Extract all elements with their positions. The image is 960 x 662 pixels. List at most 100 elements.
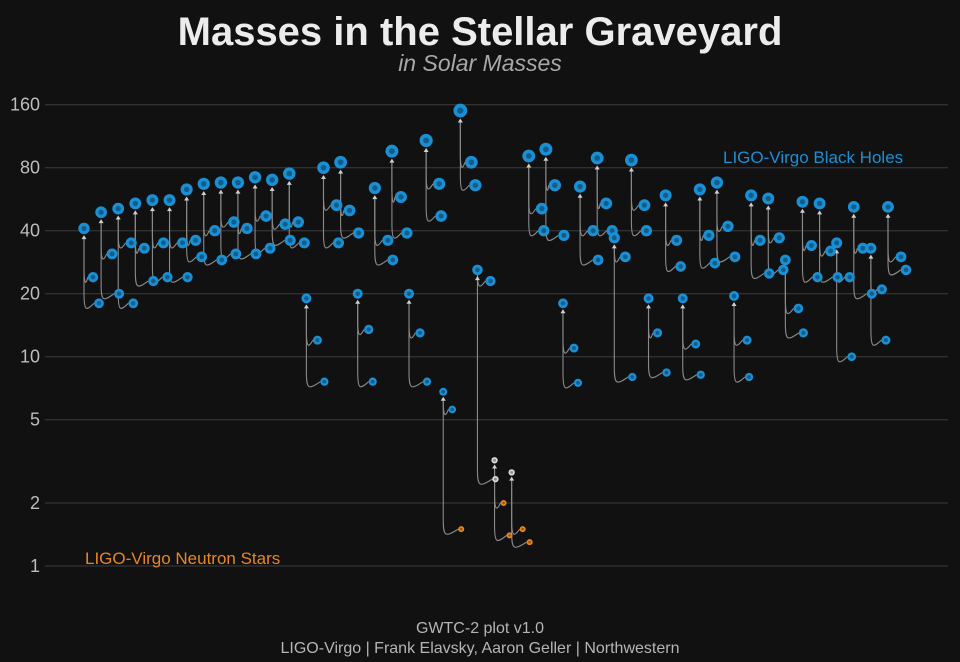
merger-curve (647, 305, 654, 339)
remnant-dot-core (542, 146, 549, 153)
component-dot-core (712, 260, 718, 266)
merger-curve (83, 236, 95, 309)
merger-arrowhead (98, 219, 104, 224)
remnant-dot-core (816, 200, 823, 207)
merger-curve (682, 305, 692, 350)
remnant-dot-core (765, 195, 771, 202)
remnant-dot-core (183, 186, 190, 193)
component-dot (600, 197, 613, 210)
component-dot (754, 234, 766, 246)
component-dot-core (315, 338, 320, 343)
component-dot-core (160, 240, 166, 246)
component-dot (162, 271, 173, 283)
component-dot-core (96, 301, 102, 306)
component-dot (94, 298, 104, 309)
component-dot (458, 526, 465, 533)
remnant-dot-core (594, 155, 601, 161)
component-dot-core (180, 240, 186, 246)
remnant-dot (813, 197, 826, 210)
merger-curve (887, 214, 897, 263)
merger-curve (254, 185, 261, 222)
component-dot-core (664, 370, 669, 375)
remnant-dot-core (81, 225, 87, 232)
merger-curve (630, 168, 642, 237)
component-dot (284, 234, 296, 246)
component-dot-core (828, 248, 834, 254)
component-dot-core (808, 243, 814, 248)
component-dot (352, 227, 365, 239)
merger-curve (408, 300, 424, 388)
merger-arrowhead (303, 304, 309, 309)
merger-curve (784, 267, 794, 315)
merger-arrowhead (492, 464, 498, 469)
remnant-dot (865, 242, 877, 254)
component-dot-core (116, 291, 122, 296)
merger-curve (203, 191, 217, 266)
component-dot-core (109, 251, 115, 257)
merger-arrowhead (851, 213, 857, 218)
remnant-dot-core (510, 470, 514, 474)
remnant-dot (491, 457, 498, 464)
merger-arrowhead (628, 167, 634, 172)
component-dot (264, 242, 276, 254)
merger-curve (596, 166, 607, 237)
component-dot-core (796, 306, 801, 311)
remnant-dot (659, 189, 672, 202)
remnant-dot-core (269, 177, 275, 183)
component-dot (881, 335, 891, 345)
merger-arrowhead (594, 165, 600, 170)
component-dot-core (576, 381, 580, 385)
component-dot-core (356, 230, 362, 236)
y-tick-label: 2 (30, 493, 40, 513)
merger-curve (408, 300, 416, 339)
remnant-dot (231, 176, 245, 189)
component-dot (394, 190, 407, 203)
merger-curve (186, 197, 197, 263)
remnant-dot-core (441, 389, 446, 394)
component-dot-core (706, 232, 712, 238)
remnant-dot (847, 200, 860, 213)
y-tick-label: 40 (20, 221, 40, 241)
remnant-dot (710, 176, 724, 189)
component-dot-core (879, 287, 885, 292)
merger-curve (887, 214, 902, 276)
merger-curve (699, 197, 710, 269)
remnant-dot (625, 153, 638, 167)
remnant-dot-core (560, 301, 566, 306)
remnant-dot (522, 149, 536, 163)
remnant-dot-core (782, 257, 788, 263)
merger-curve (511, 477, 527, 548)
remnant-dot (453, 103, 468, 118)
merger-curve (665, 203, 672, 246)
merger-curve (494, 465, 507, 542)
merger-arrowhead (184, 196, 190, 201)
component-dot (216, 254, 228, 266)
y-tick-label: 1 (30, 556, 40, 576)
footer-version: GWTC-2 plot v1.0 (415, 620, 545, 637)
merger-arrowhead (543, 156, 549, 161)
remnant-dot (439, 387, 448, 396)
component-dot-core (417, 330, 423, 335)
merger-curve (425, 149, 434, 190)
merger-curve (459, 119, 466, 168)
component-dot-core (641, 202, 648, 208)
component-dot (87, 271, 99, 283)
merger-arrowhead (714, 189, 720, 194)
merger-curve (528, 164, 537, 215)
merger-curve (271, 188, 285, 246)
merger-curve (630, 168, 639, 211)
grid-lines (45, 104, 948, 567)
component-dot-core (253, 251, 259, 257)
component-dot-core (508, 534, 511, 537)
remnant-dot-core (731, 293, 737, 299)
component-dot (619, 251, 631, 263)
component-dot (628, 372, 637, 382)
component-dot-core (630, 375, 635, 379)
component-dot (464, 155, 478, 169)
merger-arrowhead (320, 175, 326, 180)
merger-curve (562, 310, 571, 354)
merger-curve (83, 236, 89, 283)
remnant-dot (146, 194, 159, 207)
component-dot-core (776, 235, 782, 241)
component-dot (368, 377, 377, 386)
